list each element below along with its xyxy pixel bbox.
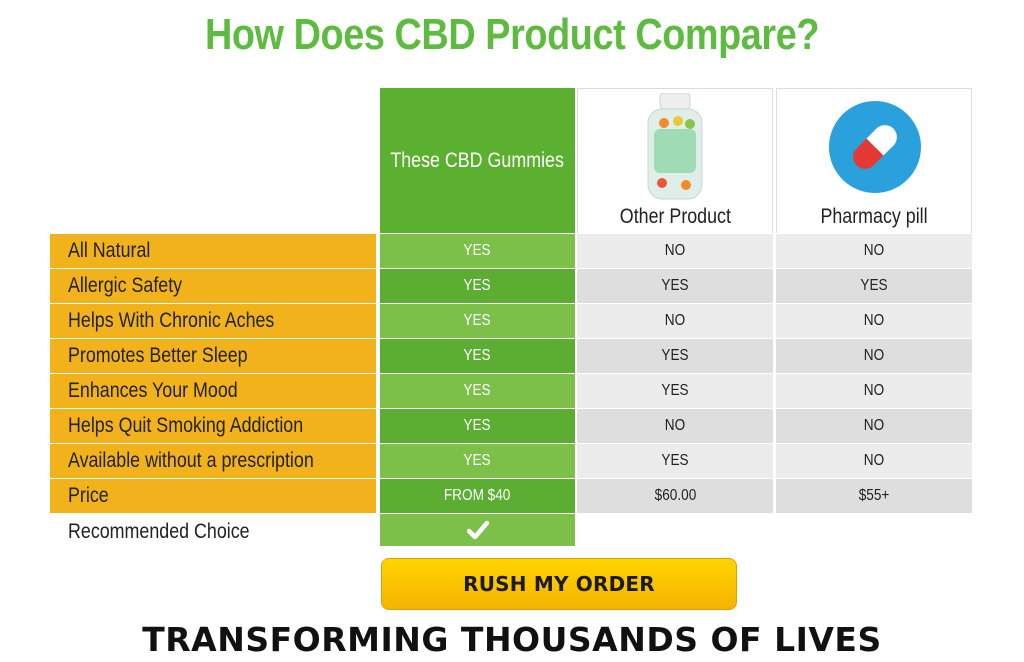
ours-cell: YES [380,234,575,268]
pharmacy-cell: NO [776,374,972,408]
feature-cell: Promotes Better Sleep [50,339,376,373]
feature-cell: Available without a prescription [50,444,376,478]
other-cell: YES [577,374,773,408]
rush-my-order-button[interactable]: RUSH MY ORDER [381,558,737,610]
section-subheading: TRANSFORMING THOUSANDS OF LIVES [142,620,882,659]
column-header-ours-label: These CBD Gummies [390,148,565,172]
column-header-other-label: Other Product [619,205,731,228]
ours-cell: YES [380,269,575,303]
recommended-cell [380,514,575,546]
other-cell: YES [577,269,773,303]
other-cell: NO [577,234,773,268]
other-cell: NO [577,409,773,443]
pharmacy-cell: $55+ [776,479,972,513]
checkmark-icon [466,520,489,540]
ours-cell: FROM $40 [380,479,575,513]
feature-cell: Helps With Chronic Aches [50,304,376,338]
column-header-ours: These CBD Gummies [380,88,575,233]
column-header-pharmacy-label: Pharmacy pill [820,205,928,228]
pharmacy-cell: NO [776,339,972,373]
ours-cell: YES [380,374,575,408]
pharmacy-cell: NO [776,234,972,268]
other-cell: $60.00 [577,479,773,513]
pharmacy-cell: NO [776,444,972,478]
pharmacy-cell: NO [776,304,972,338]
ours-cell: YES [380,444,575,478]
recommended-label: Recommended Choice [68,520,250,543]
feature-cell: Helps Quit Smoking Addiction [50,409,376,443]
feature-cell: Price [50,479,376,513]
ours-cell: YES [380,304,575,338]
other-cell: YES [577,339,773,373]
ours-cell: YES [380,339,575,373]
page-title: How Does CBD Product Compare? [204,10,820,59]
capsule-pill-icon [829,101,921,193]
feature-cell: Enhances Your Mood [50,374,376,408]
supplement-bottle-icon [647,93,703,200]
column-header-other: Other Product [577,88,773,233]
rush-my-order-label: RUSH MY ORDER [463,572,655,596]
pharmacy-cell: YES [776,269,972,303]
other-cell: YES [577,444,773,478]
feature-cell: All Natural [50,234,376,268]
feature-cell: Allergic Safety [50,269,376,303]
other-cell: NO [577,304,773,338]
pharmacy-cell: NO [776,409,972,443]
column-header-pharmacy: Pharmacy pill [776,88,972,233]
ours-cell: YES [380,409,575,443]
